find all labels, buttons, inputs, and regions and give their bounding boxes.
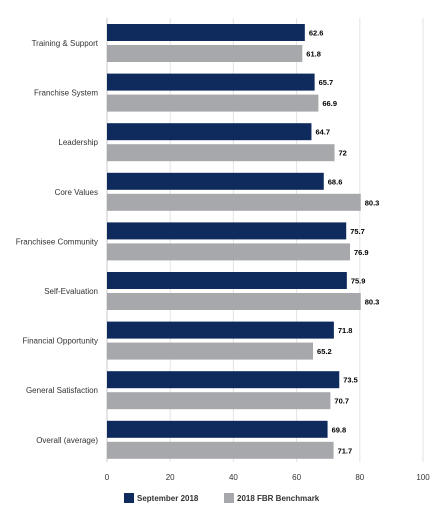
bar: [107, 94, 319, 112]
legend-label: 2018 FBR Benchmark: [237, 494, 320, 503]
bar: [107, 243, 351, 261]
data-label: 75.9: [351, 277, 366, 286]
category-label: Franchisee Community: [16, 237, 98, 246]
category-label: Franchise System: [34, 89, 98, 98]
data-label: 75.7: [350, 227, 365, 236]
bar: [107, 420, 328, 438]
bar: [107, 172, 324, 190]
legend-swatch: [224, 493, 234, 503]
data-label: 66.9: [322, 99, 337, 108]
data-label: 80.3: [365, 198, 380, 207]
bar: [107, 73, 315, 91]
category-label: General Satisfaction: [26, 386, 98, 395]
data-label: 65.2: [317, 347, 332, 356]
x-tick-label: 0: [105, 473, 110, 482]
data-label: 69.8: [332, 425, 347, 434]
data-label: 72: [339, 149, 347, 158]
bar: [107, 144, 335, 162]
bar: [107, 123, 312, 141]
data-label: 68.6: [328, 177, 343, 186]
bar: [107, 45, 303, 62]
category-label: Financial Opportunity: [22, 337, 98, 346]
bar: [107, 441, 334, 459]
legend-swatch: [124, 493, 134, 503]
bar: [107, 24, 305, 41]
legend-label: September 2018: [137, 494, 199, 503]
data-label: 73.5: [343, 376, 358, 385]
category-label: Self-Evaluation: [44, 287, 98, 296]
x-tick-label: 60: [292, 473, 301, 482]
category-label: Core Values: [55, 188, 98, 197]
bar: [107, 321, 334, 339]
bar: [107, 342, 314, 360]
data-label: 71.7: [338, 446, 353, 455]
data-label: 71.8: [338, 326, 353, 335]
bar: [107, 222, 347, 240]
data-label: 80.3: [365, 298, 380, 307]
bar: [107, 272, 347, 289]
bar: [107, 371, 340, 389]
data-label: 70.7: [334, 397, 349, 406]
data-label: 61.8: [306, 50, 321, 59]
data-label: 76.9: [354, 248, 369, 257]
category-label: Training & Support: [32, 39, 99, 48]
bar: [107, 293, 361, 310]
bar: [107, 392, 331, 410]
x-tick-label: 40: [229, 473, 238, 482]
data-label: 65.7: [319, 78, 334, 87]
bar: [107, 193, 361, 211]
data-label: 64.7: [315, 128, 330, 137]
category-label: Overall (average): [36, 436, 98, 445]
x-tick-label: 80: [355, 473, 364, 482]
x-tick-label: 20: [166, 473, 175, 482]
category-label: Leadership: [58, 138, 98, 147]
data-label: 62.6: [309, 29, 324, 38]
x-tick-label: 100: [416, 473, 430, 482]
